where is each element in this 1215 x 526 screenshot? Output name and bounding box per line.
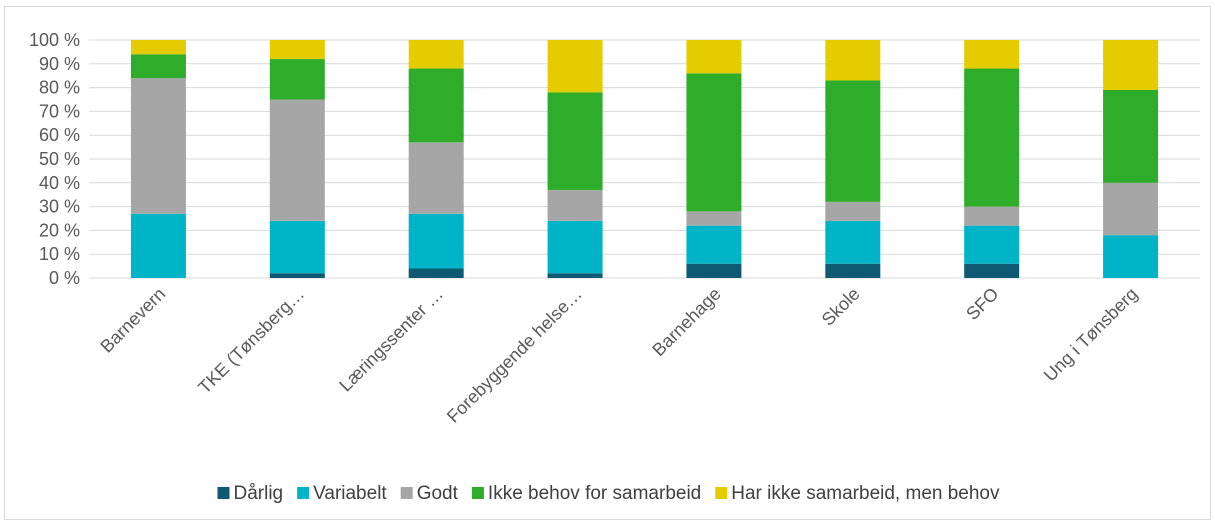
y-tick-label: 70 %: [39, 101, 80, 121]
bar-segment: [825, 80, 881, 202]
legend-item: Dårlig: [217, 483, 283, 504]
bar-segment: [686, 225, 742, 264]
bar-segment: [964, 68, 1020, 207]
y-axis-ticks: 0 % 10 % 20 % 30 % 40 % 50 % 60 % 70 % 80 % 90 % 1…: [29, 30, 80, 288]
x-tick-label: Ung i Tønsberg: [1040, 284, 1142, 386]
bar-segment: [964, 206, 1020, 226]
bar-segment: [1103, 40, 1159, 90]
bar-segment: [269, 40, 325, 60]
bar-segment: [408, 142, 464, 214]
x-tick-label: Skole: [818, 284, 864, 330]
legend: Dårlig Variabelt Godt Ikke behov for samarb…: [217, 483, 1000, 504]
bar-segment: [686, 73, 742, 212]
y-tick-label: 30 %: [39, 197, 80, 217]
bar-segment: [686, 40, 742, 74]
bar-segment: [269, 220, 325, 274]
legend-item: Ikke behov for samarbeid: [471, 483, 701, 504]
x-tick-label: SFO: [962, 284, 1002, 324]
stacked-bar-chart: 0 % 10 % 20 % 30 % 40 % 50 % 60 % 70 % 80 % 90 % 1…: [29, 30, 1200, 504]
bar-segment: [130, 78, 186, 214]
bar-segment: [408, 40, 464, 69]
bar-segment: [269, 273, 325, 278]
bar-segment: [964, 263, 1020, 278]
legend-item: Variabelt: [297, 483, 387, 504]
bar-segment: [130, 40, 186, 55]
y-tick-label: 100 %: [29, 30, 80, 50]
gridlines: [89, 39, 1200, 279]
legend-label: Variabelt: [313, 483, 387, 504]
y-tick-label: 60 %: [39, 125, 80, 145]
legend-swatch: [471, 487, 484, 499]
bar-segment: [1103, 182, 1159, 236]
bar-segment: [964, 225, 1020, 264]
bar-segment: [130, 213, 186, 278]
x-tick-label: Barnehage: [648, 284, 724, 360]
bar-segment: [825, 201, 881, 221]
bar-segment: [825, 263, 881, 278]
x-tick-label: TKE (Tønsberg…: [194, 284, 308, 398]
legend-swatch: [715, 487, 728, 499]
x-tick-label: Barnevern: [96, 284, 169, 357]
y-tick-label: 40 %: [39, 173, 80, 193]
bar-segment: [964, 40, 1020, 69]
y-tick-label: 90 %: [39, 54, 80, 74]
y-tick-label: 0 %: [49, 268, 80, 288]
y-tick-label: 20 %: [39, 220, 80, 240]
bar-segment: [825, 220, 881, 264]
bar-segment: [686, 211, 742, 226]
legend-swatch: [217, 487, 230, 499]
bar-segment: [269, 99, 325, 221]
y-tick-label: 10 %: [39, 244, 80, 264]
bar-segment: [408, 68, 464, 143]
x-tick-label: Forebyggende helse…: [443, 284, 586, 427]
x-tick-label: Læringssenter …: [335, 284, 447, 396]
legend-swatch: [400, 487, 413, 499]
y-tick-label: 80 %: [39, 78, 80, 98]
bar-segment: [547, 220, 603, 274]
legend-item: Har ikke samarbeid, men behov: [715, 483, 1000, 504]
bar-segment: [130, 54, 186, 79]
y-tick-label: 50 %: [39, 149, 80, 169]
bar-segment: [547, 189, 603, 221]
bar-segment: [547, 92, 603, 190]
bar-segment: [547, 273, 603, 278]
legend-swatch: [297, 487, 310, 499]
bar-segment: [825, 40, 881, 81]
bar-segment: [1103, 89, 1159, 183]
x-axis-ticks: Barnevern TKE (Tønsberg… Læringssenter …Fo…: [96, 284, 1141, 427]
legend-label: Ikke behov for samarbeid: [488, 483, 701, 504]
legend-label: Godt: [417, 483, 459, 504]
bar-segment: [408, 213, 464, 269]
bar-segment: [547, 40, 603, 93]
legend-label: Dårlig: [233, 483, 283, 504]
legend-item: Godt: [400, 483, 459, 504]
bar-segment: [686, 263, 742, 278]
legend-label: Har ikke samarbeid, men behov: [731, 483, 1000, 504]
bars: [130, 40, 1159, 278]
bar-segment: [269, 59, 325, 100]
bar-segment: [1103, 235, 1159, 278]
chart-frame: 0 % 10 % 20 % 30 % 40 % 50 % 60 % 70 % 80 % 90 % 1…: [4, 6, 1211, 520]
bar-segment: [408, 268, 464, 278]
